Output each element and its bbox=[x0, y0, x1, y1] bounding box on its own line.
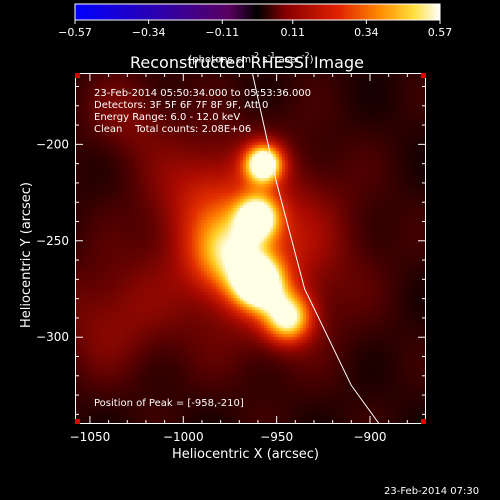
x-tick-label: −900 bbox=[354, 430, 387, 444]
y-tick-label: −200 bbox=[36, 137, 69, 151]
colorbar-tick-label: 0.11 bbox=[280, 26, 305, 39]
colorbar-tick-label: −0.11 bbox=[205, 26, 239, 39]
annotation-peak-position: Position of Peak = [-958,-210] bbox=[94, 398, 244, 409]
x-tick-label: −950 bbox=[260, 430, 293, 444]
corner-marker bbox=[421, 73, 426, 78]
chart-title: Reconstructed RHESSI Image bbox=[130, 53, 364, 72]
plot-area bbox=[75, 73, 426, 424]
corner-marker bbox=[75, 419, 80, 424]
corner-marker bbox=[421, 419, 426, 424]
colorbar: −0.57 −0.34 −0.11 0.11 0.34 0.57 bbox=[58, 3, 453, 39]
x-tick-label: −1000 bbox=[163, 430, 204, 444]
colorbar-tick-label: −0.57 bbox=[58, 26, 92, 39]
colorbar-tick-label: 0.57 bbox=[428, 26, 453, 39]
colorbar-tick-label: 0.34 bbox=[354, 26, 379, 39]
x-tick-label: −1050 bbox=[70, 430, 111, 444]
annotation-time-range: 23-Feb-2014 05:50:34.000 to 05:53:36.000 bbox=[94, 88, 312, 99]
plot-overlay bbox=[75, 73, 426, 424]
y-axis-label: Heliocentric Y (arcsec) bbox=[19, 182, 34, 328]
annotation-detectors: Detectors: 3F 5F 6F 7F 8F 9F, Att 0 bbox=[94, 100, 269, 111]
x-axis-label: Heliocentric X (arcsec) bbox=[172, 447, 319, 462]
solar-limb-line bbox=[251, 73, 380, 424]
footer-timestamp: 23-Feb-2014 07:30 bbox=[384, 486, 480, 497]
plot-frame bbox=[75, 73, 426, 424]
colorbar-fill bbox=[74, 3, 441, 21]
colorbar-units: (photons cm-2 s-1 asec-2) bbox=[188, 51, 314, 66]
heatmap-image bbox=[75, 73, 426, 424]
annotation-clean-counts: Clean Total counts: 2.08E+06 bbox=[94, 124, 252, 135]
corner-marker bbox=[75, 73, 80, 78]
y-tick-label: −300 bbox=[36, 330, 69, 344]
y-tick-label: −250 bbox=[36, 234, 69, 248]
annotation-energy-range: Energy Range: 6.0 - 12.0 keV bbox=[94, 112, 241, 123]
colorbar-tick-label: −0.34 bbox=[132, 26, 166, 39]
